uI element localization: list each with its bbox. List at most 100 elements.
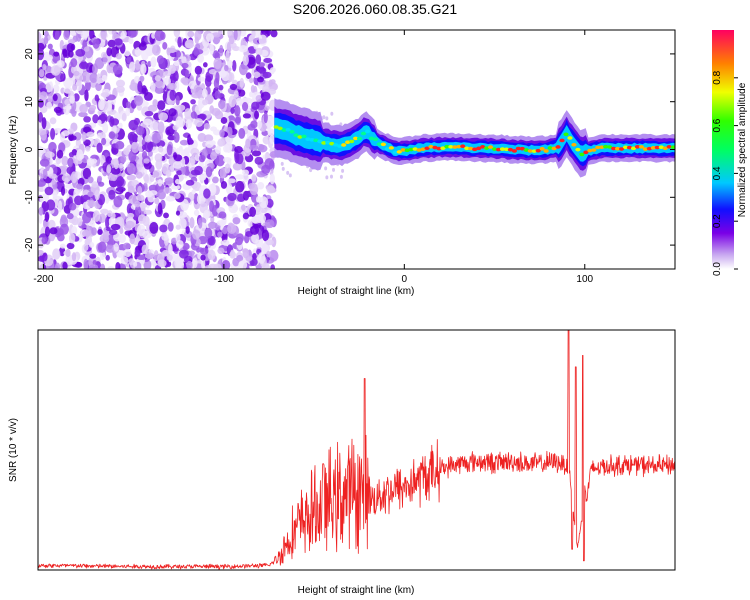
snr-ytick-label: 200: [0, 0, 9, 3]
spectrogram-noise-cell: [257, 76, 264, 83]
spectrogram-noise-cell: [139, 75, 145, 82]
spectrogram-ridge-cell: [456, 144, 462, 149]
spectrogram-noise-cell: [97, 241, 107, 253]
spectrogram-ridge-cell: [642, 147, 649, 151]
snr-panel: -200-100010002004006008001000 Height of …: [0, 0, 676, 596]
spectrogram-noise-cell: [203, 188, 211, 199]
spectrogram-ridge-cell: [404, 148, 410, 153]
spectrogram-noise-cell: [152, 169, 162, 178]
spectrogram-noise-cell: [262, 135, 272, 145]
spectrogram-noise-cell: [75, 48, 86, 57]
spectrogram-ridge-cell: [618, 147, 625, 151]
spectrogram-noise-cell: [69, 95, 76, 104]
spectrogram-ridge-cell: [440, 146, 446, 150]
spectrogram-noise-cell: [38, 98, 44, 108]
spectrogram-noise-cell: [264, 219, 275, 229]
spectrogram-ridge-cell: [321, 141, 327, 145]
spectrogram-ytick-label: -10: [24, 190, 35, 205]
spectrogram-noise-cell: [239, 77, 245, 89]
spectrogram-noise-cell: [188, 137, 193, 144]
spectrogram-noise-cell: [175, 210, 181, 216]
spectrogram-noise-cell: [222, 226, 228, 235]
spectrogram-noise-cell: [89, 253, 97, 259]
spectrogram-noise-cell: [129, 61, 136, 73]
spectrogram-ridge-cell: [654, 145, 660, 150]
spectrogram-ridge-cell: [436, 146, 442, 151]
spectrogram-noise-cell: [145, 47, 153, 57]
spectrogram-noise-cell: [269, 67, 276, 73]
spectrogram-noise-cell: [165, 195, 176, 202]
spectrogram-noise-cell: [241, 204, 246, 211]
spectrogram-ridge-cell: [352, 136, 359, 141]
spectrogram-noise-cell: [70, 58, 78, 68]
spectrogram-noise-cell: [79, 104, 88, 114]
spectrogram-noise-cell: [192, 257, 198, 269]
spectrogram-noise-cell: [193, 209, 200, 216]
spectrogram-noise-cell: [136, 224, 146, 236]
spectrogram-noise-cell: [255, 47, 263, 56]
spectrogram-noise-cell: [219, 167, 227, 179]
spectrogram-noise-cell: [157, 202, 163, 215]
spectrogram-noise-cell: [190, 147, 200, 156]
spectrogram-ridge-cell: [301, 134, 307, 139]
spectrogram-noise-cell: [269, 134, 275, 144]
spectrogram-noise-cell: [224, 64, 229, 72]
spectrogram-noise-cell: [54, 30, 60, 40]
spectrogram-noise-cell: [91, 227, 97, 236]
spectrogram-noise-cell: [40, 130, 47, 141]
spectrogram-ytick-label: 0: [24, 146, 35, 152]
spectrogram-noise-cell: [69, 202, 77, 211]
snr-ytick-label: 0: [0, 0, 3, 3]
spectrogram-noise-cell: [125, 101, 131, 109]
spectrogram-noise-cell: [175, 147, 181, 157]
spectrogram-noise-cell: [187, 30, 195, 38]
spectrogram-noise-cell: [60, 186, 66, 196]
spectrogram-noise-cell: [226, 126, 233, 137]
spectrogram-noise-cell: [68, 38, 76, 45]
spectrogram-noise-cell: [115, 85, 125, 93]
spectrogram-noise-cell: [210, 151, 218, 160]
spectrogram-noise-cell: [149, 174, 155, 183]
spectrogram-noise-cell: [182, 242, 190, 251]
spectrogram-noise-cell: [143, 91, 153, 101]
spectrogram-noise-cell: [157, 145, 164, 153]
spectrogram-noise-cell: [213, 57, 222, 70]
spectrogram-noise-cell: [330, 111, 334, 116]
spectrogram-noise-cell: [52, 94, 58, 102]
spectrogram-noise-cell: [211, 176, 219, 184]
spectrogram-noise-cell: [144, 252, 155, 259]
spectrogram-noise-cell: [185, 119, 193, 129]
spectrogram-noise-cell: [281, 166, 285, 171]
spectrogram-noise-cell: [193, 84, 203, 96]
spectrogram-noise-cell: [198, 219, 203, 229]
spectrogram-noise-cell: [254, 110, 260, 120]
spectrogram-noise-cell: [96, 142, 103, 153]
spectrogram-ridge-cell: [368, 136, 375, 141]
spectrogram-ylabel: Frequency (Hz): [8, 116, 19, 185]
snr-ytick-label: 600: [0, 0, 9, 3]
spectrogram-noise-cell: [127, 30, 137, 38]
spectrogram-noise-cell: [267, 123, 272, 136]
figure-title: S206.2026.060.08.35.G21: [293, 1, 457, 17]
spectrogram-noise-cell: [105, 216, 110, 229]
spectrogram-noise-cell: [53, 84, 60, 93]
spectrogram-noise-cell: [159, 224, 168, 233]
spectrogram-noise-cell: [62, 261, 68, 269]
spectrogram-noise-cell: [86, 131, 95, 138]
spectrogram-noise-cell: [161, 233, 169, 241]
colorbar-label: Normalized spectral amplitude: [737, 82, 748, 217]
spectrogram-ridge-cell: [293, 133, 299, 137]
spectrogram-noise-cell: [151, 132, 162, 144]
spectrogram-noise-cell: [97, 175, 103, 182]
spectrogram-noise-cell: [189, 217, 195, 229]
spectrogram-ridge-cell: [622, 145, 629, 150]
spectrogram-noise-cell: [57, 200, 63, 213]
spectrogram-noise-cell: [67, 50, 74, 58]
spectrogram-noise-cell: [235, 236, 243, 246]
spectrogram-noise-cell: [59, 243, 66, 249]
spectrogram-noise-cell: [89, 72, 98, 84]
spectrogram-noise-cell: [209, 140, 216, 146]
spectrogram-ridge-cell: [360, 131, 367, 136]
spectrogram-noise-cell: [98, 213, 107, 224]
spectrogram-noise-cell: [87, 107, 96, 115]
